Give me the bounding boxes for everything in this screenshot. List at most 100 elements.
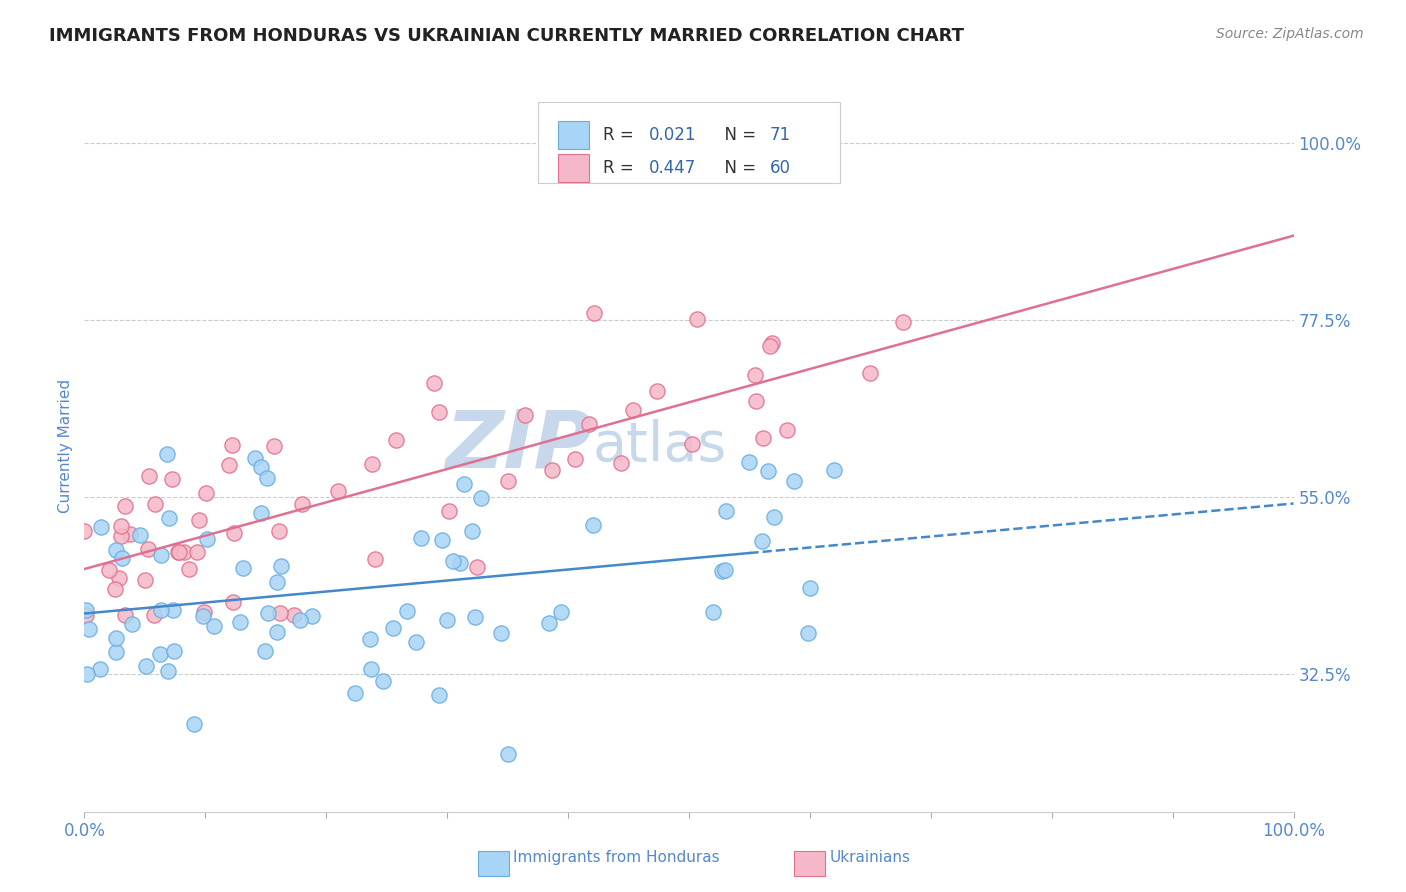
Point [430, 533, 453, 547]
Point [90, 519, 112, 533]
Point [373, 673, 395, 688]
Point [738, 455, 761, 469]
Point [120, 527, 142, 541]
Point [283, 608, 305, 623]
Point [441, 553, 464, 567]
Point [714, 504, 737, 518]
Point [107, 571, 129, 585]
Point [783, 474, 806, 488]
Point [581, 518, 603, 533]
Point [250, 507, 273, 521]
Point [799, 581, 821, 595]
Point [256, 606, 278, 620]
Point [254, 644, 277, 658]
Text: Ukrainians: Ukrainians [830, 850, 911, 864]
Point [228, 615, 250, 629]
Point [681, 436, 703, 450]
Point [538, 615, 561, 630]
Text: N =: N = [714, 126, 762, 145]
Point [186, 545, 208, 559]
Point [162, 472, 184, 486]
Point [111, 550, 134, 565]
Point [464, 610, 486, 624]
Point [135, 658, 157, 673]
Point [269, 607, 291, 621]
Bar [558, 154, 589, 182]
Text: 71: 71 [770, 126, 792, 145]
Text: 0.021: 0.021 [650, 126, 696, 145]
Point [263, 439, 285, 453]
Point [797, 626, 820, 640]
Point [128, 527, 150, 541]
Point [405, 635, 427, 649]
Point [256, 471, 278, 485]
Point [121, 617, 143, 632]
Text: ZIP: ZIP [444, 407, 592, 485]
Point [381, 621, 404, 635]
Point [711, 565, 734, 579]
Point [193, 605, 215, 619]
Point [744, 368, 766, 383]
Text: IMMIGRANTS FROM HONDURAS VS UKRAINIAN CURRENTLY MARRIED CORRELATION CHART: IMMIGRANTS FROM HONDURAS VS UKRAINIAN CU… [49, 27, 965, 45]
Text: Source: ZipAtlas.com: Source: ZipAtlas.com [1216, 27, 1364, 41]
Point [173, 545, 195, 559]
Point [149, 548, 172, 562]
Point [73, 524, 96, 538]
Point [756, 464, 779, 478]
Point [702, 605, 724, 619]
Bar [558, 121, 589, 149]
Point [578, 417, 600, 431]
Point [114, 500, 136, 514]
Point [301, 609, 323, 624]
Point [104, 543, 127, 558]
Point [427, 688, 450, 702]
Point [541, 463, 564, 477]
Text: N =: N = [714, 159, 762, 177]
Point [195, 485, 218, 500]
Point [97, 563, 120, 577]
Point [686, 311, 709, 326]
Point [167, 545, 190, 559]
Point [762, 509, 785, 524]
Point [395, 604, 418, 618]
Point [250, 460, 273, 475]
Point [110, 519, 132, 533]
Point [105, 631, 128, 645]
Point [136, 541, 159, 556]
Point [460, 524, 482, 539]
Point [142, 608, 165, 623]
Point [891, 315, 914, 329]
Point [344, 686, 367, 700]
Point [75, 602, 97, 616]
Point [77, 622, 100, 636]
Point [221, 438, 243, 452]
Text: 60: 60 [770, 159, 792, 177]
Point [148, 647, 170, 661]
Point [104, 582, 127, 596]
Point [326, 484, 349, 499]
Point [609, 456, 631, 470]
Text: R =: R = [603, 159, 640, 177]
Point [202, 618, 225, 632]
Point [89, 663, 111, 677]
Point [496, 474, 519, 488]
Point [385, 434, 408, 448]
Point [138, 468, 160, 483]
Point [564, 452, 586, 467]
Text: Immigrants from Honduras: Immigrants from Honduras [513, 850, 720, 864]
Point [423, 376, 446, 390]
Point [453, 477, 475, 491]
Point [105, 645, 128, 659]
Point [823, 463, 845, 477]
Point [157, 664, 180, 678]
Point [218, 458, 240, 473]
Point [290, 614, 312, 628]
Point [163, 644, 186, 658]
Point [550, 605, 572, 619]
Point [291, 497, 314, 511]
Point [859, 366, 882, 380]
Point [470, 491, 492, 505]
Point [222, 595, 245, 609]
Point [187, 513, 209, 527]
Point [513, 408, 536, 422]
